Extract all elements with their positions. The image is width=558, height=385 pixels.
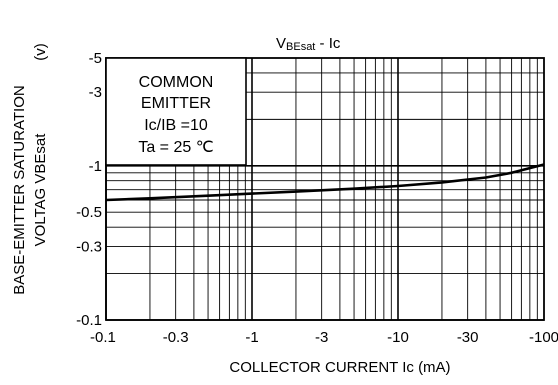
- x-axis-title: COLLECTOR CURRENT Ic (mA): [229, 359, 450, 376]
- x-tick-label: -30: [457, 329, 479, 346]
- y-axis-title: VOLTAG VBEsat: [32, 133, 49, 247]
- y-tick-label: -1: [89, 158, 102, 175]
- annotation-line: Ic/IB =10: [144, 117, 208, 134]
- x-tick-label: -0.3: [163, 329, 189, 346]
- chart-title: VBEsat - Ic: [276, 35, 341, 53]
- y-tick-label: -5: [89, 50, 102, 67]
- annotation-box: [105, 57, 247, 166]
- y-tick-label: -0.5: [76, 204, 102, 221]
- y-axis-title: BASE-EMITTER SATURATION: [11, 85, 28, 294]
- x-tick-label: -1: [245, 329, 258, 346]
- x-tick-label: -100: [529, 329, 558, 346]
- x-tick-label: -10: [387, 329, 409, 346]
- y-tick-label: -0.3: [76, 238, 102, 255]
- y-axis-unit: (v): [32, 43, 49, 61]
- annotation-line: COMMON: [139, 74, 214, 91]
- annotation-line: EMITTER: [141, 95, 211, 112]
- annotation-line: Ta = 25 ℃: [138, 139, 213, 156]
- y-tick-label: -3: [89, 84, 102, 101]
- plot-frame: [105, 57, 545, 321]
- x-tick-label: -3: [315, 329, 328, 346]
- data-line: [105, 163, 545, 202]
- y-tick-label: -0.1: [76, 312, 102, 329]
- x-tick-label: -0.1: [90, 329, 116, 346]
